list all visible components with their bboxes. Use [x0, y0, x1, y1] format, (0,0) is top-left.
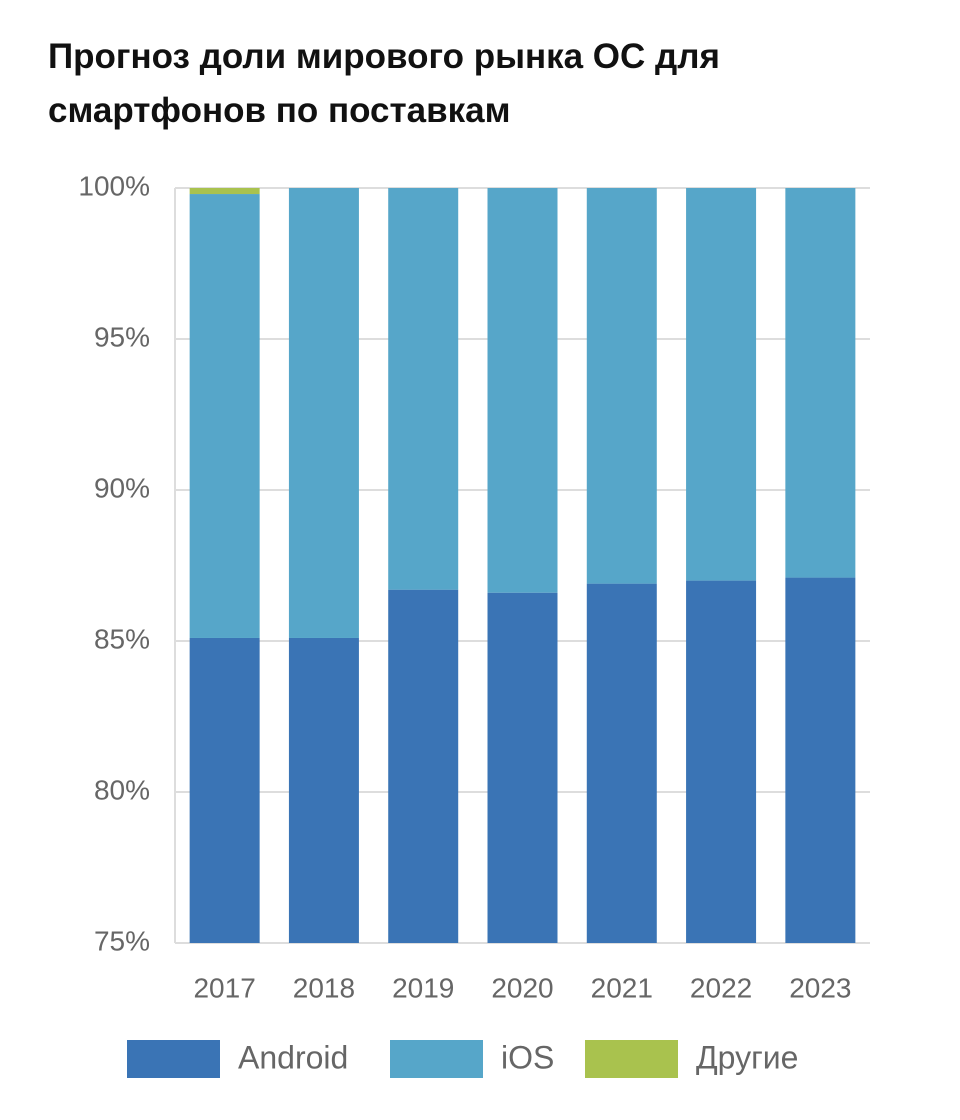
bar-segment: [189, 637, 260, 943]
y-tick-label: 90%: [94, 472, 150, 503]
legend-swatch: [585, 1040, 678, 1078]
bar-segment: [388, 188, 459, 590]
x-tick-label: 2022: [690, 972, 752, 1003]
x-tick-label: 2020: [491, 972, 553, 1003]
x-tick-label: 2021: [591, 972, 653, 1003]
x-tick-label: 2019: [392, 972, 454, 1003]
bar-segment: [586, 583, 657, 943]
bar-segment: [487, 592, 558, 943]
y-tick-label: 75%: [94, 925, 150, 956]
y-tick-label: 85%: [94, 623, 150, 654]
bar-segment: [189, 194, 260, 638]
legend-swatch: [390, 1040, 483, 1078]
y-tick-label: 95%: [94, 321, 150, 352]
bar-segment: [686, 580, 757, 943]
bar-segment: [288, 188, 359, 638]
y-tick-label: 100%: [78, 170, 150, 201]
x-tick-label: 2023: [789, 972, 851, 1003]
bar-segment: [586, 188, 657, 584]
chart-title: Прогноз доли мирового рынка ОС для смарт…: [48, 37, 720, 130]
bar-segment: [189, 188, 260, 195]
bar-segment: [785, 577, 856, 943]
legend-swatch: [127, 1040, 220, 1078]
bar-segment: [686, 188, 757, 581]
x-tick-label: 2017: [193, 972, 255, 1003]
bar-segment: [785, 188, 856, 578]
legend-label: Android: [238, 1039, 348, 1075]
x-tick-label: 2018: [293, 972, 355, 1003]
legend-label: Другие: [696, 1039, 798, 1075]
legend-label: iOS: [501, 1039, 554, 1075]
bar-segment: [288, 637, 359, 943]
y-tick-label: 80%: [94, 774, 150, 805]
bar-segment: [388, 589, 459, 943]
bar-segment: [487, 188, 558, 593]
